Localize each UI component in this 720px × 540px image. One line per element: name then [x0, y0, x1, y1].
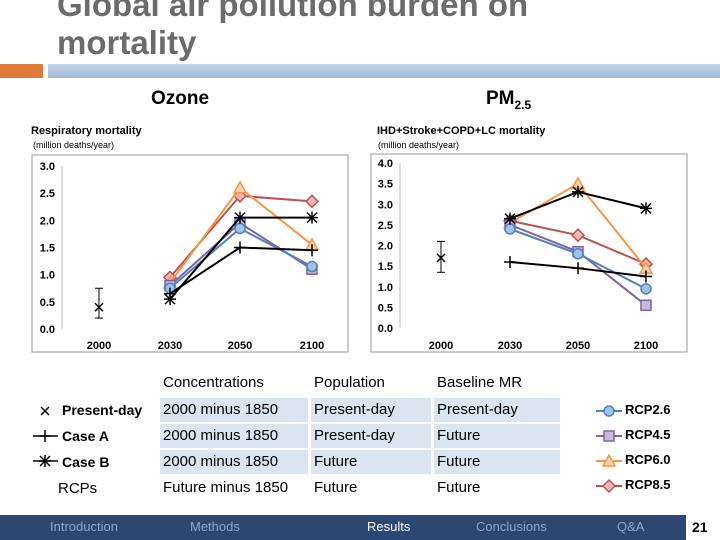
table-cell: Present-day — [434, 398, 560, 422]
pm-ytick-8: 4.0 — [378, 158, 393, 170]
ozone-ytick-6: 3.0 — [40, 161, 55, 173]
ozone-ytick-4: 2.0 — [40, 215, 55, 227]
table-cell: Future minus 1850 — [163, 479, 289, 496]
legend-icon-rcp4-5 — [603, 430, 615, 442]
ozone-ytick-1: 0.5 — [40, 297, 55, 309]
ozone-point-rcp2-6-2 — [306, 260, 318, 273]
pm-point-rcp2-6-1 — [572, 248, 584, 260]
ozone-title: Ozone — [151, 88, 210, 109]
legend-label-rcp4-5: RCP4.5 — [625, 427, 671, 442]
pm-point-case-b-2 — [640, 202, 652, 215]
table-row-label: Case B — [62, 454, 110, 470]
ozone-point-case-b-2 — [306, 211, 318, 224]
ozone-xtick-0: 2000 — [87, 340, 111, 352]
ozone-ytick-5: 2.5 — [40, 188, 55, 200]
ozone-ytick-3: 1.5 — [40, 243, 55, 255]
ozone-point-case-b-0 — [164, 293, 176, 306]
nav-results[interactable]: Results — [367, 519, 411, 534]
table-cell: 2000 minus 1850 — [160, 424, 308, 448]
pm-ytick-7: 3.5 — [378, 179, 393, 191]
ozone-ytick-0: 0.0 — [40, 324, 55, 336]
table-cell: Future — [434, 424, 560, 448]
pm-point-rcp8-5-1 — [570, 228, 586, 243]
pm-xtick-0: 2000 — [429, 340, 453, 352]
ozone-point-case-b-1 — [234, 211, 246, 224]
ozone-xtick-3: 2100 — [300, 340, 324, 352]
pm-point-case-b-0 — [504, 212, 516, 225]
ozone-point-rcp2-6-1 — [234, 222, 246, 235]
pm-point-case-b-1 — [572, 185, 584, 198]
pm-point-case-a-2 — [640, 270, 652, 283]
ozone-point-rcp8-5-2 — [304, 194, 320, 209]
legend-case-a-icon — [39, 430, 51, 442]
table-cell: 2000 minus 1850 — [160, 450, 308, 474]
pm-yunit: (million deaths/year) — [378, 140, 460, 150]
legend-present-day-icon — [40, 406, 50, 416]
footer-bar — [0, 515, 686, 540]
pm-ytick-6: 3.0 — [378, 199, 393, 211]
ozone-point-rcp6-0-1 — [232, 180, 248, 194]
pm-ytick-4: 2.0 — [378, 241, 393, 253]
pm-ytick-5: 2.5 — [378, 220, 393, 232]
pm-point-case-a-0 — [504, 256, 516, 268]
ozone-point-case-a-1 — [234, 241, 246, 254]
pm-title: PM2.5 — [486, 88, 531, 112]
table-cell: Future — [437, 479, 481, 496]
pm-frame — [370, 153, 688, 353]
ozone-xtick-1: 2030 — [158, 340, 182, 352]
title-bar-band — [48, 64, 720, 78]
table-header-population: Population — [314, 374, 385, 391]
ozone-point-case-a-2 — [306, 244, 318, 257]
title-bar-accent — [0, 64, 43, 78]
table-header-concentrations: Concentrations — [163, 374, 264, 391]
page-number: 21 — [692, 519, 708, 535]
legend-icon-rcp2-6 — [603, 405, 615, 417]
ozone-present-day-point — [94, 302, 104, 312]
table-cell: Present-day — [311, 424, 431, 448]
pm-ytick-2: 1.0 — [378, 282, 393, 294]
pm-title-sub: 2.5 — [514, 97, 532, 112]
ozone-ylabel: Respiratory mortality — [31, 125, 142, 137]
ozone-xtick-2: 2050 — [228, 340, 252, 352]
pm-title-main: PM — [486, 88, 515, 109]
legend-case-b-icon — [39, 455, 51, 467]
table-cell: Future — [311, 450, 431, 474]
pm-ytick-1: 0.5 — [378, 302, 393, 314]
pm-xtick-1: 2030 — [498, 340, 522, 352]
table-cell: Future — [434, 450, 560, 474]
table-row-label: RCPs — [58, 480, 98, 497]
pm-xtick-2: 2050 — [566, 340, 590, 352]
legend-icon-rcp6-0 — [601, 453, 617, 467]
pm-point-case-a-1 — [572, 262, 584, 275]
pm-point-rcp2-6-2 — [640, 283, 652, 295]
table-cell: Present-day — [311, 398, 431, 422]
nav-methods[interactable]: Methods — [190, 519, 240, 534]
pm-present-day-point — [436, 253, 446, 263]
pm-point-rcp4-5-2 — [640, 299, 652, 312]
table-header-baseline-mr: Baseline MR — [437, 374, 523, 391]
table-row-label: Present-day — [62, 402, 143, 418]
pm-ytick-0: 0.0 — [378, 323, 393, 335]
legend-icon-rcp8-5 — [601, 478, 617, 494]
ozone-ytick-2: 1.0 — [40, 270, 55, 282]
nav-introduction[interactable]: Introduction — [50, 519, 118, 534]
pm-xtick-3: 2100 — [634, 340, 658, 352]
nav-qa[interactable]: Q&A — [617, 519, 645, 534]
ozone-yunit: (million deaths/year) — [33, 140, 115, 150]
nav-conclusions[interactable]: Conclusions — [476, 519, 547, 534]
pm-point-rcp2-6-0 — [504, 223, 516, 235]
pm-ytick-3: 1.5 — [378, 261, 393, 273]
table-cell: Future — [314, 479, 358, 496]
pm-ylabel: IHD+Stroke+COPD+LC mortality — [377, 125, 546, 137]
slide-title: Global air pollution burden on mortality — [57, 0, 529, 61]
legend-label-rcp8-5: RCP8.5 — [625, 477, 671, 492]
table-row-label: Case A — [62, 428, 109, 444]
table-cell: 2000 minus 1850 — [160, 398, 308, 422]
legend-label-rcp6-0: RCP6.0 — [625, 452, 671, 467]
title-bar — [0, 60, 720, 78]
legend-label-rcp2-6: RCP2.6 — [625, 402, 671, 417]
